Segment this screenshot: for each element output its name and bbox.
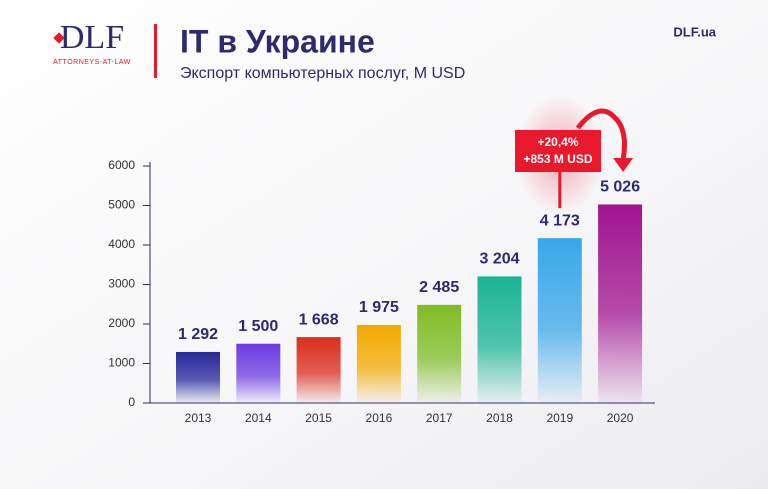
annotation-box [515,130,601,172]
title: IT в Украине [180,23,375,59]
annotation-text: +853 M USD [523,152,592,166]
y-tick-label: 4000 [108,237,135,251]
x-tick-label: 2016 [366,411,393,425]
bar [296,337,341,403]
annotation-text: +20,4% [537,135,578,149]
bar [537,238,582,403]
x-tick-label: 2019 [546,411,573,425]
bar [477,276,522,403]
y-tick-label: 5000 [108,198,135,212]
x-tick-label: 2015 [305,411,332,425]
divider [154,24,157,78]
logo-diamond [53,32,65,44]
y-tick-label: 1000 [108,356,135,370]
value-label: 1 975 [359,299,399,316]
x-tick-label: 2017 [426,411,453,425]
bar [356,324,401,403]
value-label: 2 485 [419,279,459,296]
x-tick-label: 2020 [607,411,634,425]
bar [417,304,462,403]
y-tick-label: 3000 [108,277,135,291]
annotation-arrowhead [613,158,634,172]
logo-tagline: ATTORNEYS-AT-LAW [53,59,131,66]
y-tick-label: 6000 [108,158,135,172]
annotation-arrow [575,108,627,161]
y-tick-label: 2000 [108,316,135,330]
x-tick-label: 2014 [245,411,272,425]
value-label: 3 204 [479,251,519,268]
y-tick-label: 0 [128,395,135,409]
value-label: 1 500 [238,318,278,335]
value-label: 1 292 [178,326,218,343]
x-tick-label: 2013 [185,411,212,425]
logo: DLF [60,19,124,56]
value-label: 4 173 [540,212,580,229]
bar [176,351,220,403]
bar [236,343,281,403]
site: DLF.ua [673,24,716,39]
bar [598,204,643,403]
subtitle: Экспорт компьютерных послуг, M USD [180,65,465,82]
value-label: 1 668 [299,311,339,328]
value-label: 5 026 [600,179,640,196]
x-tick-label: 2018 [486,411,513,425]
